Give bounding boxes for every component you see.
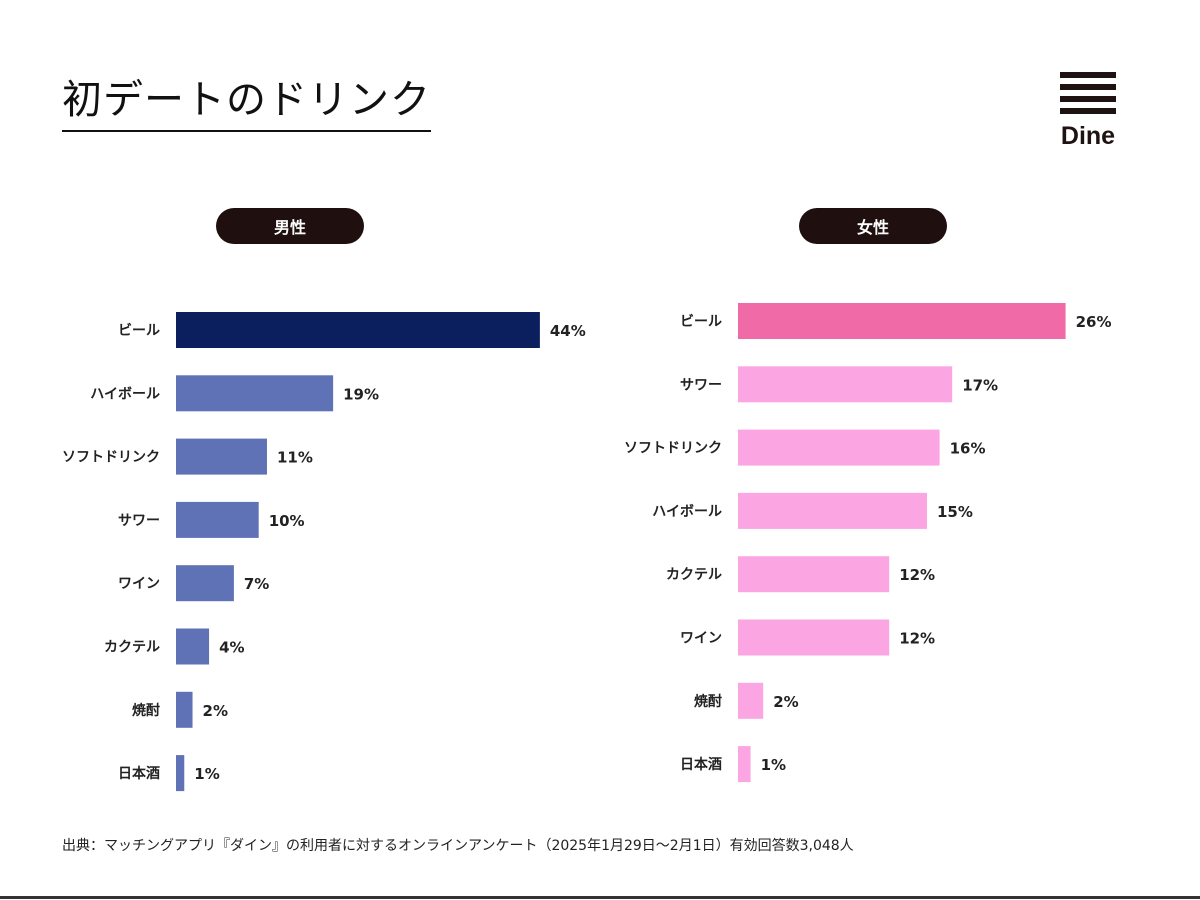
category-label: カクテル [666, 567, 722, 583]
category-label: サワー [118, 513, 160, 529]
bar [176, 628, 210, 665]
bottom-divider [0, 896, 1200, 899]
bar [176, 438, 267, 475]
value-label: 2% [773, 693, 798, 711]
bar [738, 746, 751, 783]
value-label: 12% [899, 630, 935, 648]
bar [176, 501, 259, 538]
category-label: ビール [118, 323, 160, 339]
bar [176, 691, 193, 728]
source-note: 出典：マッチングアプリ『ダイン』の利用者に対するオンラインアンケート（2025年… [62, 838, 854, 854]
bar [738, 492, 927, 529]
value-label: 1% [194, 765, 219, 783]
bar [738, 619, 890, 656]
category-label: ワイン [118, 576, 160, 592]
value-label: 4% [219, 639, 244, 657]
logo-bar-icon [1060, 84, 1116, 90]
bar [738, 429, 940, 466]
logo-bar-icon [1060, 72, 1116, 78]
value-label: 2% [203, 702, 228, 720]
male-bar-chart: ビール 44% ハイボール 19% ソフトドリンク 11% サワー 10% ワイン 7% カクテル 4… [62, 312, 586, 792]
category-label: カクテル [104, 640, 160, 656]
category-label: 焼酎 [694, 693, 722, 710]
value-label: 15% [937, 503, 973, 521]
category-label: ソフトドリンク [624, 441, 722, 457]
page-title: 初デートのドリンク [62, 74, 431, 132]
category-label: ビール [680, 314, 722, 330]
dine-logo: Dine [1058, 70, 1118, 150]
value-label: 11% [277, 449, 313, 467]
bar [176, 755, 185, 792]
female-bar-chart: ビール 26% サワー 17% ソフトドリンク 16% ハイボール 15% カクテル 12% ワイン… [624, 303, 1112, 783]
value-label: 19% [343, 385, 379, 403]
bar [738, 556, 890, 593]
value-label: 1% [761, 756, 786, 774]
value-label: 7% [244, 575, 269, 593]
category-label: ハイボール [652, 504, 722, 520]
value-label: 10% [269, 512, 305, 530]
category-label: ソフトドリンク [62, 450, 160, 466]
logo-text: Dine [1060, 122, 1116, 150]
bar [176, 312, 540, 348]
value-label: 44% [550, 322, 586, 340]
value-label: 26% [1076, 313, 1112, 331]
category-label: ワイン [680, 631, 722, 647]
value-label: 12% [899, 566, 935, 584]
bar [176, 375, 334, 412]
category-label: ハイボール [90, 386, 160, 402]
bar [738, 682, 764, 719]
bar [738, 303, 1066, 339]
logo-bar-icon [1060, 108, 1116, 114]
category-label: サワー [680, 377, 722, 393]
category-label: 日本酒 [680, 756, 722, 773]
logo-bar-icon [1060, 96, 1116, 102]
category-label: 焼酎 [132, 702, 160, 719]
category-label: 日本酒 [118, 765, 160, 782]
female-chart-title: 女性 [799, 208, 947, 244]
value-label: 17% [962, 376, 998, 394]
male-chart-title: 男性 [216, 208, 364, 244]
value-label: 16% [950, 440, 986, 458]
bar [738, 366, 953, 403]
bar [176, 565, 234, 602]
